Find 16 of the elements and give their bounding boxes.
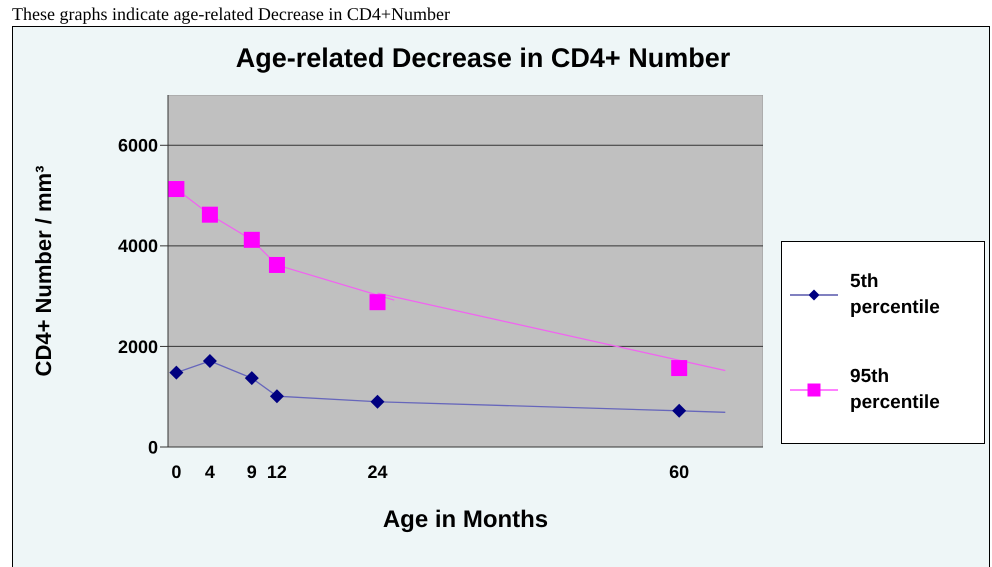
- y-tick-label: 2000: [118, 336, 158, 357]
- y-tick-label: 6000: [118, 136, 158, 156]
- x-tick-label: 9: [246, 462, 257, 482]
- chart-title: Age-related Decrease in CD4+ Number: [234, 43, 732, 74]
- legend-label: 95th percentile: [850, 364, 941, 415]
- x-tick-label: 0: [171, 462, 182, 482]
- x-tick-label: 24: [367, 462, 388, 482]
- x-tick-label: 4: [204, 462, 215, 482]
- x-tick-label: 12: [266, 462, 287, 482]
- x-axis-title: Age in Months: [382, 506, 548, 533]
- text: These graphs indicate age-related Decrease in CD4+Number: [12, 4, 450, 25]
- legend-label: 5th percentile: [850, 270, 941, 320]
- y-tick-label: 0: [148, 437, 158, 458]
- x-tick-label: 60: [669, 462, 690, 482]
- y-tick-label: 4000: [118, 236, 158, 256]
- y-axis-title: CD4+ Number / mm³: [30, 166, 56, 376]
